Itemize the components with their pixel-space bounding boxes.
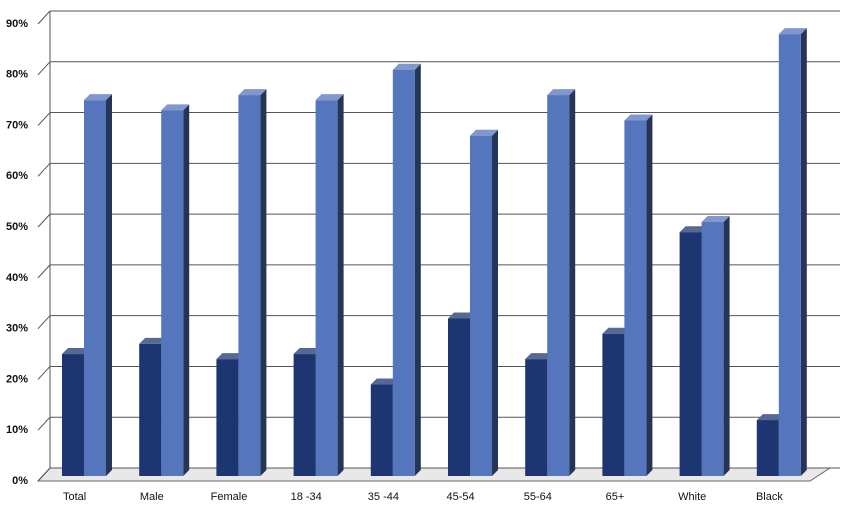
x-tick-label: Male <box>140 491 164 503</box>
bar-top <box>392 63 421 70</box>
grid-wall-line <box>37 61 51 76</box>
grid-wall-line <box>37 264 51 279</box>
bar <box>238 95 261 476</box>
y-tick-label: 90% <box>6 18 28 30</box>
bar <box>161 110 184 477</box>
bar-top <box>315 94 344 101</box>
bar <box>293 354 316 476</box>
bar <box>62 354 84 476</box>
y-tick-label: 50% <box>6 221 28 233</box>
bar-side <box>337 94 344 477</box>
bar-side <box>492 129 498 476</box>
bar-top <box>470 129 498 136</box>
bar-top <box>701 216 730 223</box>
bar <box>392 69 415 476</box>
bar <box>756 420 779 476</box>
bar-top <box>161 104 190 111</box>
x-tick-label: 35 -44 <box>368 491 399 503</box>
y-tick-label: 30% <box>6 323 28 335</box>
bar-side <box>569 89 576 476</box>
y-tick-label: 0% <box>12 475 28 487</box>
bar-side <box>260 89 267 476</box>
bar <box>547 95 570 476</box>
bar <box>84 100 106 477</box>
x-tick-label: 18 -34 <box>291 491 322 503</box>
bar-top <box>448 312 476 319</box>
bar <box>370 384 393 476</box>
x-tick-label: Total <box>63 491 86 503</box>
bar-side <box>723 216 730 477</box>
bar <box>679 232 702 476</box>
x-tick-label: 55-64 <box>524 491 552 503</box>
bar <box>448 318 470 476</box>
bar-top <box>525 353 554 360</box>
bar-top <box>293 348 322 355</box>
bar <box>602 333 625 476</box>
bar-top <box>778 28 807 35</box>
grid-wall-line <box>37 416 51 431</box>
bar-side <box>183 104 190 477</box>
x-tick-label: Black <box>756 491 783 503</box>
bar <box>216 359 239 476</box>
bar <box>778 34 801 477</box>
bar-side <box>414 63 421 476</box>
grid-wall-line <box>37 467 51 482</box>
bar-top <box>62 348 90 355</box>
bar-top <box>756 414 785 421</box>
y-tick-label: 80% <box>6 69 28 81</box>
grid-wall-line <box>37 10 51 25</box>
bar <box>315 100 338 477</box>
x-tick-label: 65+ <box>606 491 625 503</box>
x-tick-label: 45-54 <box>447 491 475 503</box>
bar-top <box>84 94 112 101</box>
grid-wall-line <box>37 112 51 126</box>
bar-side <box>800 28 807 477</box>
y-tick-label: 60% <box>6 170 28 182</box>
y-tick-label: 10% <box>6 424 28 436</box>
bar <box>624 120 647 476</box>
x-tick-label: Female <box>211 491 248 503</box>
bar <box>701 222 724 476</box>
bar-top <box>238 89 267 96</box>
y-tick-label: 20% <box>6 373 28 385</box>
y-tick-label: 70% <box>6 119 28 131</box>
y-tick-label: 40% <box>6 272 28 284</box>
bar-top <box>216 353 245 360</box>
bar-top <box>602 327 631 334</box>
grid-wall-line <box>37 213 51 228</box>
bar-top <box>679 226 708 233</box>
bar-top <box>547 89 576 96</box>
bar-top <box>139 337 168 344</box>
bar-side <box>646 114 653 476</box>
grid-wall-line <box>37 162 51 177</box>
bar <box>525 359 548 476</box>
bar <box>470 135 492 476</box>
bar <box>139 343 162 476</box>
bar-top <box>624 114 653 121</box>
grid-wall-line <box>37 315 51 330</box>
bar-side <box>106 94 112 477</box>
bar-top <box>370 378 399 385</box>
grid-wall-line <box>37 366 51 380</box>
x-tick-label: White <box>678 491 706 503</box>
